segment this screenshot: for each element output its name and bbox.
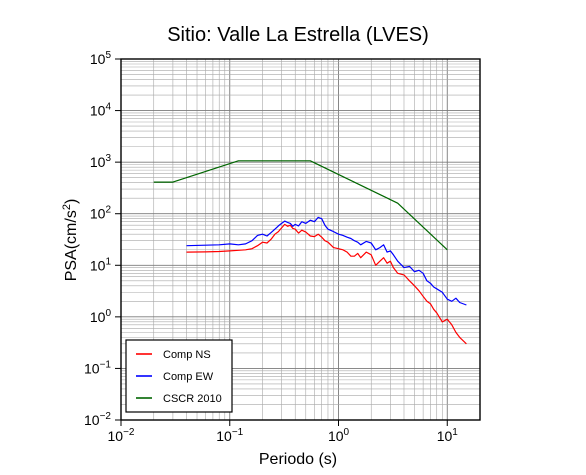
y-tick-label: 102 [90, 205, 112, 222]
y-tick-base: 10 [84, 360, 100, 376]
x-tick-exp: −2 [123, 427, 135, 438]
chart-title: Sitio: Valle La Estrella (LVES) [167, 24, 429, 46]
y-tick-exp: −2 [100, 411, 112, 422]
y-tick-label: 105 [90, 50, 112, 67]
y-tick-label: 104 [90, 102, 112, 119]
y-axis-label-main: PSA(cm/s [63, 210, 80, 281]
grid [120, 59, 481, 421]
x-tick-exp: −1 [232, 427, 244, 438]
legend-label-2: Comp EW [163, 371, 214, 383]
x-tick-label: 101 [437, 427, 459, 444]
y-tick-exp: 4 [105, 102, 111, 113]
x-tick-base: 10 [216, 428, 232, 444]
x-tick-label: 100 [328, 427, 350, 444]
legend-label-1: Comp NS [163, 349, 211, 361]
x-tick-label: 10−2 [108, 427, 135, 444]
y-tick-label: 103 [90, 153, 112, 170]
y-tick-base: 10 [90, 154, 106, 170]
x-axis-ticks: 10−2 10−1 100 101 [108, 420, 459, 444]
plot-frame [120, 58, 481, 421]
x-tick-exp: 0 [344, 427, 350, 438]
y-tick-exp: 3 [105, 153, 111, 164]
series-line-1 [186, 223, 467, 345]
y-tick-label: 10−2 [84, 411, 111, 428]
x-tick-exp: 1 [452, 427, 458, 438]
x-tick-base: 10 [437, 428, 453, 444]
y-tick-base: 10 [90, 103, 106, 119]
y-tick-base: 10 [90, 51, 106, 67]
y-axis-label-close: ) [63, 199, 80, 204]
y-tick-exp: −1 [100, 359, 112, 370]
series-line-3 [153, 160, 448, 251]
series-line-2 [186, 216, 467, 306]
y-tick-base: 10 [90, 206, 106, 222]
x-tick-base: 10 [108, 428, 124, 444]
y-tick-label: 10−1 [84, 359, 111, 376]
x-tick-base: 10 [328, 428, 344, 444]
y-tick-exp: 2 [105, 205, 111, 216]
y-tick-base: 10 [90, 257, 106, 273]
y-tick-exp: 5 [105, 50, 111, 61]
legend-label-3: CSCR 2010 [163, 393, 222, 405]
x-axis-label: Periodo (s) [259, 451, 337, 468]
y-tick-exp: 1 [105, 256, 111, 267]
y-axis-label-sup: 2 [61, 204, 73, 210]
series-layer [153, 160, 467, 345]
y-tick-label: 100 [90, 308, 112, 325]
y-axis-label: PSA(cm/s2) [61, 199, 80, 282]
legend: Comp NS Comp EW CSCR 2010 [125, 339, 233, 413]
y-tick-exp: 0 [105, 308, 111, 319]
y-tick-base: 10 [90, 309, 106, 325]
x-tick-label: 10−1 [216, 427, 243, 444]
y-tick-base: 10 [84, 412, 100, 428]
y-tick-label: 101 [90, 256, 112, 273]
